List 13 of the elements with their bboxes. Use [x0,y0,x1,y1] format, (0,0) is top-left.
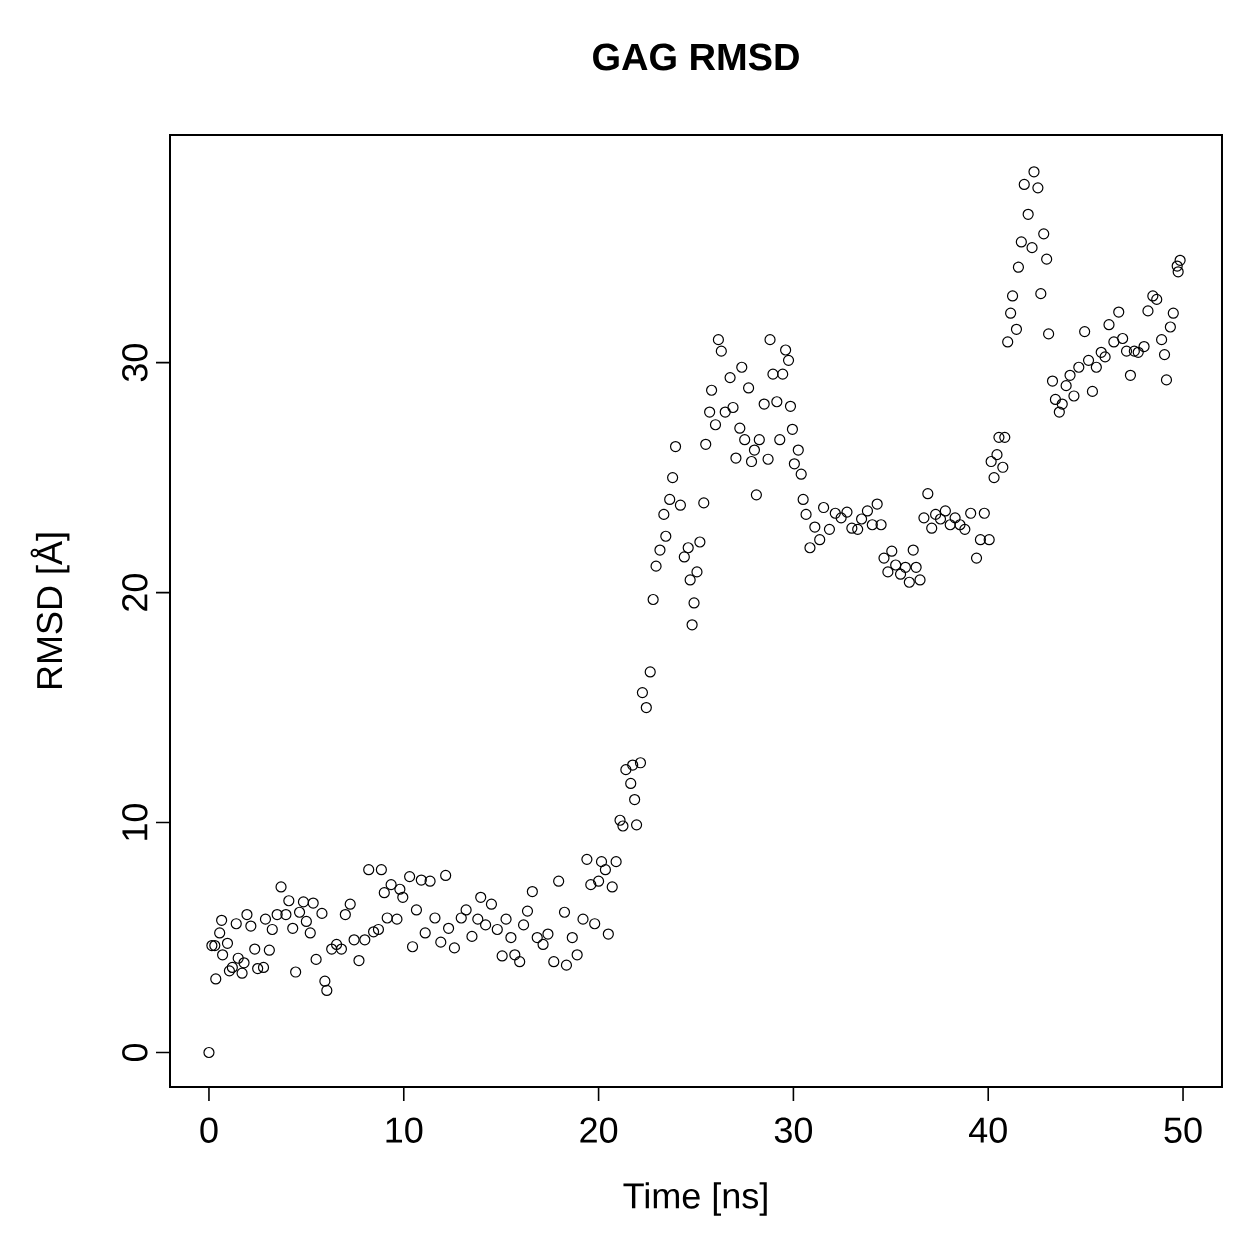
x-axis-title: Time [ns] [623,1182,767,1216]
y-tick-label: 20 [122,573,148,611]
y-tick-label: 0 [122,1043,148,1062]
x-tick-label: 10 [386,1117,423,1143]
x-tick-label: 40 [969,1117,1007,1143]
chart-title: GAG RMSD [593,43,799,71]
x-tick-label: 30 [774,1117,813,1143]
x-tick-label: 50 [1164,1117,1202,1143]
y-tick-label: 30 [122,344,148,382]
x-tick-label: 20 [580,1117,618,1143]
x-tick-label: 0 [200,1117,218,1143]
y-axis-title: RMSD [Å] [30,533,70,689]
y-tick-label: 10 [122,803,148,840]
